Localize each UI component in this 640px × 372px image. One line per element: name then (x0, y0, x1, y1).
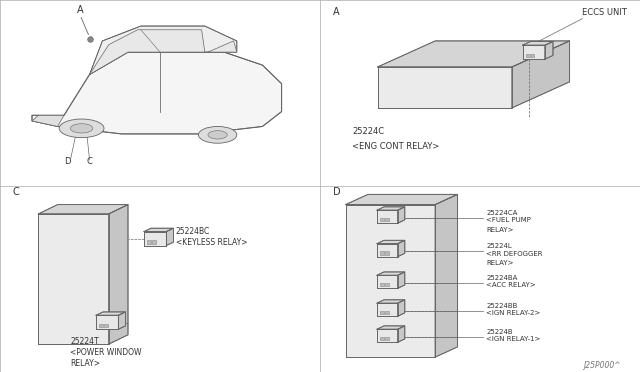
Text: 25224B: 25224B (486, 329, 513, 335)
Polygon shape (377, 300, 405, 303)
Polygon shape (398, 272, 405, 288)
Text: <FUEL PUMP: <FUEL PUMP (486, 217, 531, 223)
Ellipse shape (208, 131, 227, 139)
Polygon shape (208, 41, 237, 52)
Polygon shape (385, 251, 389, 255)
Text: C: C (13, 187, 20, 197)
Polygon shape (522, 45, 545, 59)
Polygon shape (377, 326, 405, 329)
Text: 25224BA: 25224BA (486, 275, 518, 281)
Text: <POWER WINDOW: <POWER WINDOW (70, 348, 142, 357)
Text: 25224BB: 25224BB (486, 303, 518, 309)
Polygon shape (32, 52, 282, 134)
Text: <IGN RELAY-2>: <IGN RELAY-2> (486, 310, 541, 316)
Polygon shape (377, 240, 405, 244)
Polygon shape (512, 41, 570, 108)
Text: 25224C: 25224C (352, 127, 384, 136)
Polygon shape (96, 315, 118, 329)
Polygon shape (377, 210, 398, 223)
Text: A: A (333, 7, 339, 17)
Text: D: D (333, 187, 340, 197)
Polygon shape (380, 283, 384, 286)
Ellipse shape (70, 124, 93, 133)
Polygon shape (99, 324, 103, 327)
Text: 25224T: 25224T (70, 337, 99, 346)
Polygon shape (398, 240, 405, 257)
Text: <RR DEFOGGER: <RR DEFOGGER (486, 251, 543, 257)
Polygon shape (526, 54, 530, 57)
Polygon shape (118, 312, 125, 329)
Polygon shape (346, 194, 458, 205)
Polygon shape (378, 41, 570, 67)
Polygon shape (144, 228, 173, 231)
Polygon shape (377, 244, 398, 257)
Text: <ENG CONT RELAY>: <ENG CONT RELAY> (352, 142, 440, 151)
Ellipse shape (198, 126, 237, 143)
Polygon shape (398, 300, 405, 316)
Text: RELAY>: RELAY> (486, 227, 514, 232)
Polygon shape (38, 214, 109, 344)
Polygon shape (152, 240, 156, 244)
Polygon shape (377, 207, 405, 210)
Text: RELAY>: RELAY> (486, 260, 514, 266)
Polygon shape (380, 311, 384, 314)
Polygon shape (147, 240, 151, 244)
Text: 25224L: 25224L (486, 243, 512, 249)
Text: <IGN RELAY-1>: <IGN RELAY-1> (486, 336, 541, 342)
Text: RELAY>: RELAY> (70, 359, 100, 368)
Polygon shape (90, 26, 237, 74)
Polygon shape (531, 54, 534, 57)
Polygon shape (32, 115, 64, 126)
Polygon shape (385, 218, 389, 221)
Ellipse shape (59, 119, 104, 138)
Text: A: A (77, 5, 83, 15)
Text: ECCS UNIT: ECCS UNIT (582, 8, 627, 17)
Polygon shape (378, 67, 512, 108)
Text: <ACC RELAY>: <ACC RELAY> (486, 282, 536, 288)
Polygon shape (377, 275, 398, 288)
Polygon shape (377, 272, 405, 275)
Polygon shape (545, 41, 553, 59)
Polygon shape (346, 205, 435, 357)
Polygon shape (385, 311, 389, 314)
Polygon shape (166, 228, 173, 246)
Text: <KEYLESS RELAY>: <KEYLESS RELAY> (176, 238, 248, 247)
Text: J25P000^: J25P000^ (583, 361, 621, 370)
Text: 25224CA: 25224CA (486, 210, 518, 216)
Polygon shape (398, 326, 405, 342)
Polygon shape (144, 231, 166, 246)
Polygon shape (380, 337, 384, 340)
Polygon shape (90, 30, 205, 74)
Polygon shape (377, 329, 398, 342)
Polygon shape (398, 207, 405, 223)
Text: 25224BC: 25224BC (176, 227, 211, 236)
Polygon shape (380, 218, 384, 221)
Text: D: D (64, 157, 70, 166)
Polygon shape (380, 251, 384, 255)
Text: C: C (86, 157, 92, 166)
Polygon shape (377, 303, 398, 316)
Polygon shape (104, 324, 108, 327)
Polygon shape (435, 194, 458, 357)
Polygon shape (109, 205, 128, 344)
Polygon shape (385, 283, 389, 286)
Polygon shape (38, 205, 128, 214)
Polygon shape (385, 337, 389, 340)
Polygon shape (96, 312, 125, 315)
Polygon shape (522, 41, 553, 45)
